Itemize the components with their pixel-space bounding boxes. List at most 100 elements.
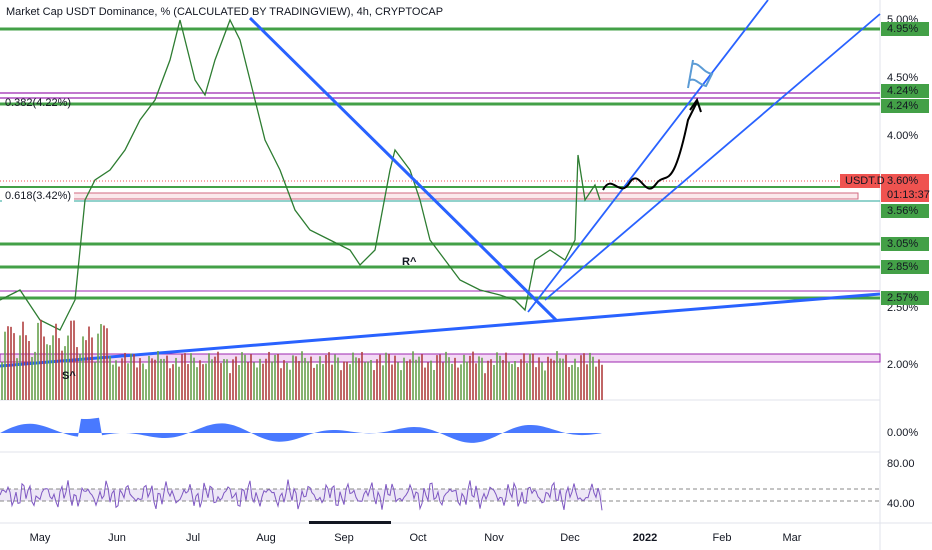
volume-bar bbox=[301, 351, 303, 400]
volume-bar bbox=[298, 361, 300, 400]
volume-bar bbox=[205, 363, 207, 400]
volume-bar bbox=[181, 354, 183, 400]
time-label: Jul bbox=[186, 532, 200, 544]
volume-bar bbox=[469, 355, 471, 400]
volume-bar bbox=[25, 335, 27, 400]
volume-bar bbox=[379, 354, 381, 400]
volume-bar bbox=[268, 351, 270, 400]
volume-bar bbox=[250, 354, 252, 400]
price-badge-text: 4.24% bbox=[887, 100, 918, 112]
volume-bar bbox=[403, 357, 405, 400]
volume-bar bbox=[85, 340, 87, 400]
volume-bar bbox=[559, 358, 561, 400]
volume-bar bbox=[7, 326, 9, 400]
volume-bar bbox=[283, 360, 285, 400]
volume-bar bbox=[388, 353, 390, 400]
volume-bar bbox=[274, 354, 276, 400]
flag-icon bbox=[687, 59, 714, 89]
volume-bar bbox=[448, 357, 450, 400]
trend-line bbox=[0, 292, 881, 368]
indicator-label: 0.00% bbox=[887, 427, 918, 439]
volume-bar bbox=[478, 356, 480, 400]
volume-bar bbox=[580, 355, 582, 400]
volume-bar bbox=[226, 359, 228, 400]
volume-bar bbox=[70, 320, 72, 400]
volume-bar bbox=[535, 367, 537, 400]
volume-bar bbox=[457, 367, 459, 400]
indicator-label: 40.00 bbox=[887, 498, 915, 510]
volume-bar bbox=[178, 366, 180, 400]
volume-bar bbox=[94, 362, 96, 400]
volume-bar bbox=[19, 335, 21, 400]
volume-bar bbox=[598, 359, 600, 400]
fib-label-bg bbox=[2, 189, 74, 202]
volume-bar bbox=[244, 354, 246, 400]
time-label: Jun bbox=[108, 532, 126, 544]
time-label: Aug bbox=[256, 532, 276, 544]
volume-bar bbox=[295, 356, 297, 400]
volume-bar bbox=[532, 353, 534, 400]
annotation: R^ bbox=[402, 256, 417, 268]
volume-bar bbox=[286, 362, 288, 400]
volume-bar bbox=[229, 373, 231, 400]
volume-bar bbox=[544, 370, 546, 400]
volume-bar bbox=[280, 368, 282, 400]
volume-bar bbox=[196, 367, 198, 400]
chart-title: Market Cap USDT Dominance, % (CALCULATED… bbox=[6, 6, 443, 18]
channel-line bbox=[544, 13, 881, 301]
price-badge-text: 4.24% bbox=[887, 85, 918, 97]
volume-bar bbox=[37, 322, 39, 400]
volume-bar bbox=[115, 360, 117, 400]
volume-bar bbox=[376, 359, 378, 400]
volume-bar bbox=[136, 367, 138, 400]
volume-bar bbox=[16, 358, 18, 400]
volume-bar bbox=[427, 362, 429, 400]
volume-bar bbox=[151, 358, 153, 400]
price-badge bbox=[881, 204, 929, 218]
volume-bar bbox=[442, 362, 444, 400]
volume-bar bbox=[367, 361, 369, 400]
annotation: S^ bbox=[62, 370, 76, 382]
volume-bar bbox=[100, 324, 102, 400]
volume-bar bbox=[565, 354, 567, 400]
price-badge bbox=[881, 84, 929, 98]
volume-bar bbox=[328, 352, 330, 400]
time-label: Sep bbox=[334, 532, 354, 544]
price-badge bbox=[881, 174, 929, 188]
volume-bar bbox=[382, 365, 384, 400]
price-badge-text: 01:13:37 bbox=[887, 189, 930, 201]
volume-bar bbox=[547, 356, 549, 400]
fib-label: 0.618(3.42%) bbox=[5, 190, 71, 202]
arrow-head bbox=[689, 97, 702, 113]
volume-bar bbox=[277, 353, 279, 400]
volume-bar bbox=[172, 364, 174, 400]
volume-bar bbox=[157, 351, 159, 400]
volume-bar bbox=[103, 325, 105, 400]
volume-bar bbox=[406, 361, 408, 400]
volume-bar bbox=[541, 362, 543, 400]
volume-bar bbox=[418, 356, 420, 400]
volume-bar bbox=[46, 344, 48, 400]
volume-bar bbox=[10, 326, 12, 400]
volume-bar bbox=[526, 363, 528, 400]
volume-bar bbox=[451, 363, 453, 400]
volume-bar bbox=[142, 363, 144, 400]
momentum-area bbox=[0, 417, 602, 443]
volume-bar bbox=[574, 358, 576, 400]
volume-bar bbox=[520, 359, 522, 400]
volume-bar bbox=[319, 356, 321, 400]
volume-bar bbox=[472, 351, 474, 400]
volume-bar bbox=[583, 353, 585, 400]
price-badge-text: 2.57% bbox=[887, 292, 918, 304]
volume-bar bbox=[514, 361, 516, 400]
volume-bar bbox=[106, 328, 108, 400]
volume-bar bbox=[91, 337, 93, 400]
volume-bar bbox=[568, 367, 570, 400]
price-label: 4.50% bbox=[887, 72, 918, 84]
price-badge-text: 4.95% bbox=[887, 23, 918, 35]
volume-bar bbox=[430, 360, 432, 400]
volume-bar bbox=[241, 352, 243, 400]
volume-bar bbox=[40, 319, 42, 400]
volume-bar bbox=[592, 356, 594, 400]
volume-bar bbox=[358, 358, 360, 400]
